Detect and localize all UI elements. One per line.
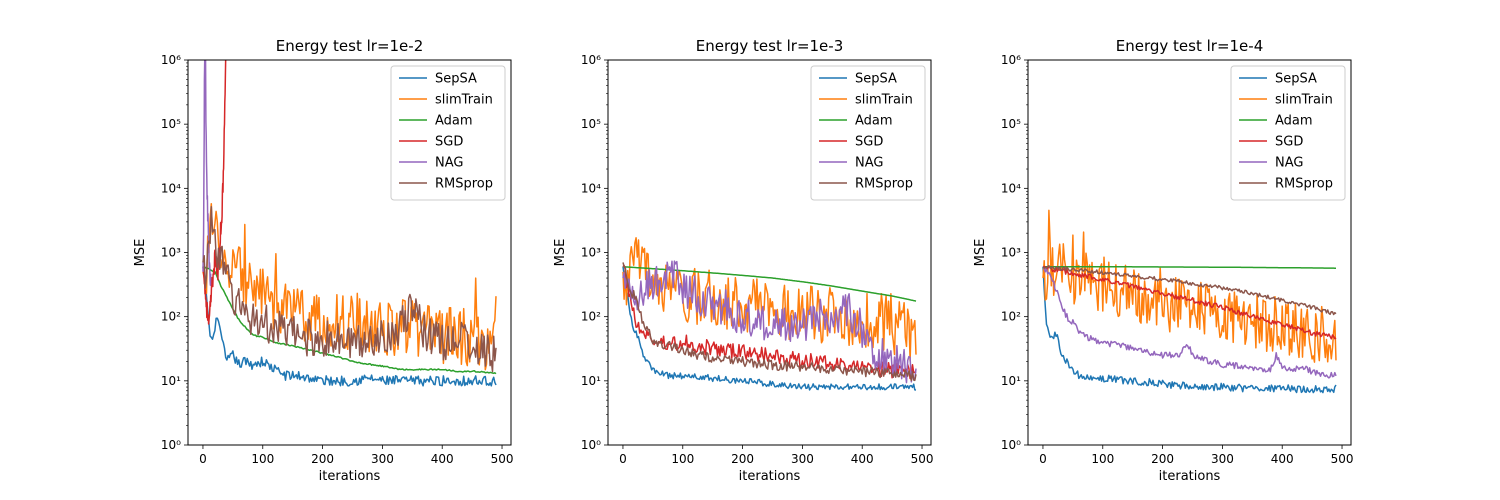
subplot-3: 0 100 200 300 400 500 10⁰ 10¹ 10² 10³ 10⁴ 10⁵ 10⁶ Ene…: [973, 37, 1353, 484]
x-tick-label: 100: [251, 452, 274, 466]
legend-label-adam: Adam: [855, 114, 893, 129]
y-tick-label: 10⁴: [581, 181, 601, 195]
series-line-rmsprop: [1042, 264, 1337, 316]
y-tick-label: 10⁶: [161, 53, 181, 67]
plots: 0 100 200 300 400 500 10⁰ 10¹ 10² 10³ 10⁴ 10⁵ 10⁶ Ene…: [133, 37, 1353, 484]
series-line-adam: [202, 266, 497, 375]
legend-label-slimtrain: slimTrain: [1275, 93, 1333, 108]
y-tick-label: 10¹: [1001, 374, 1021, 388]
x-tick-label: 400: [1271, 452, 1294, 466]
series-group: [202, 60, 497, 387]
x-axis-label: iterations: [319, 469, 381, 484]
x-tick-label: 0: [1039, 452, 1047, 466]
y-tick-label: 10¹: [581, 374, 601, 388]
y-tick-label: 10³: [1001, 246, 1021, 260]
legend-label-adam: Adam: [435, 114, 473, 129]
x-tick-label: 400: [851, 452, 874, 466]
x-tick-label: 500: [911, 452, 934, 466]
y-tick-label: 10⁶: [1001, 53, 1021, 67]
y-tick-label: 10⁵: [581, 117, 601, 131]
y-tick-label: 10⁰: [161, 438, 181, 452]
x-tick-label: 200: [731, 452, 754, 466]
series-line-sepsa: [202, 266, 497, 387]
x-axis-label: iterations: [1159, 469, 1221, 484]
series-line-rmsprop: [622, 262, 917, 382]
series-line-sgd: [622, 264, 917, 380]
subplot-1: 0 100 200 300 400 500 10⁰ 10¹ 10² 10³ 10⁴ 10⁵ 10⁶ Ene…: [133, 37, 514, 484]
y-tick-label: 10⁵: [1001, 117, 1021, 131]
y-tick-label: 10²: [161, 310, 181, 324]
y-tick-label: 10⁴: [161, 181, 181, 195]
y-tick-label: 10³: [161, 246, 181, 260]
legend-label-nag: NAG: [435, 156, 463, 171]
legend: SepSA slimTrain Adam SGD NAG RMSprop: [390, 65, 506, 201]
series-line-sepsa: [1042, 266, 1337, 394]
x-tick-label: 500: [1331, 452, 1354, 466]
x-tick-label: 200: [1151, 452, 1174, 466]
series-line-sgd: [1042, 265, 1337, 340]
x-tick-label: 300: [791, 452, 814, 466]
y-axis-label: MSE: [133, 239, 148, 267]
y-axis-label: MSE: [973, 239, 988, 267]
y-tick-label: 10²: [1001, 310, 1021, 324]
x-tick-label: 0: [619, 452, 627, 466]
series-group: [1042, 209, 1337, 394]
x-tick-label: 0: [199, 452, 207, 466]
x-tick-label: 200: [311, 452, 334, 466]
series-line-slimtrain: [1042, 209, 1337, 363]
legend-label-nag: NAG: [855, 156, 883, 171]
x-tick-label: 400: [431, 452, 454, 466]
series-line-slimtrain: [202, 202, 497, 371]
chart-title: Energy test lr=1e-2: [276, 37, 424, 55]
series-line-nag: [202, 60, 212, 286]
y-tick-label: 10⁶: [581, 53, 601, 67]
y-tick-label: 10⁴: [1001, 181, 1021, 195]
legend-label-nag: NAG: [1275, 156, 1303, 171]
series-line-nag: [622, 260, 917, 384]
legend-label-rmsprop: RMSprop: [1275, 177, 1333, 192]
x-axis-label: iterations: [739, 469, 801, 484]
legend-label-slimtrain: slimTrain: [435, 93, 493, 108]
series-line-rmsprop: [202, 205, 497, 373]
y-tick-label: 10¹: [161, 374, 181, 388]
x-tick-label: 300: [1211, 452, 1234, 466]
series-line-nag: [1042, 266, 1337, 379]
legend-label-sgd: SGD: [855, 135, 883, 150]
legend: SepSA slimTrain Adam SGD NAG RMSprop: [1230, 65, 1346, 201]
legend-label-rmsprop: RMSprop: [435, 177, 493, 192]
x-tick-label: 500: [491, 452, 514, 466]
legend-label-sgd: SGD: [1275, 135, 1303, 150]
x-tick-label: 100: [671, 452, 694, 466]
legend-label-adam: Adam: [1275, 114, 1313, 129]
y-tick-label: 10⁵: [161, 117, 181, 131]
y-tick-label: 10⁰: [1001, 438, 1021, 452]
legend-label-sepsa: SepSA: [855, 72, 897, 87]
y-axis-label: MSE: [553, 239, 568, 267]
y-tick-label: 10³: [581, 246, 601, 260]
series-group: [622, 237, 917, 391]
subplot-2: 0 100 200 300 400 500 10⁰ 10¹ 10² 10³ 10⁴ 10⁵ 10⁶ Ene…: [553, 37, 933, 484]
legend-label-rmsprop: RMSprop: [855, 177, 913, 192]
legend-label-sgd: SGD: [435, 135, 463, 150]
chart-title: Energy test lr=1e-3: [696, 37, 844, 55]
series-line-adam: [1043, 265, 1336, 269]
legend-label-sepsa: SepSA: [435, 72, 477, 87]
series-line-sgd: [202, 60, 227, 325]
x-tick-label: 100: [1091, 452, 1114, 466]
x-tick-label: 300: [371, 452, 394, 466]
legend-label-sepsa: SepSA: [1275, 72, 1317, 87]
y-tick-label: 10⁰: [581, 438, 601, 452]
legend: SepSA slimTrain Adam SGD NAG RMSprop: [810, 65, 926, 201]
chart-title: Energy test lr=1e-4: [1116, 37, 1264, 55]
series-line-sepsa: [622, 266, 917, 391]
y-tick-label: 10²: [581, 310, 601, 324]
series-line-slimtrain: [622, 237, 917, 362]
legend-label-slimtrain: slimTrain: [855, 93, 913, 108]
